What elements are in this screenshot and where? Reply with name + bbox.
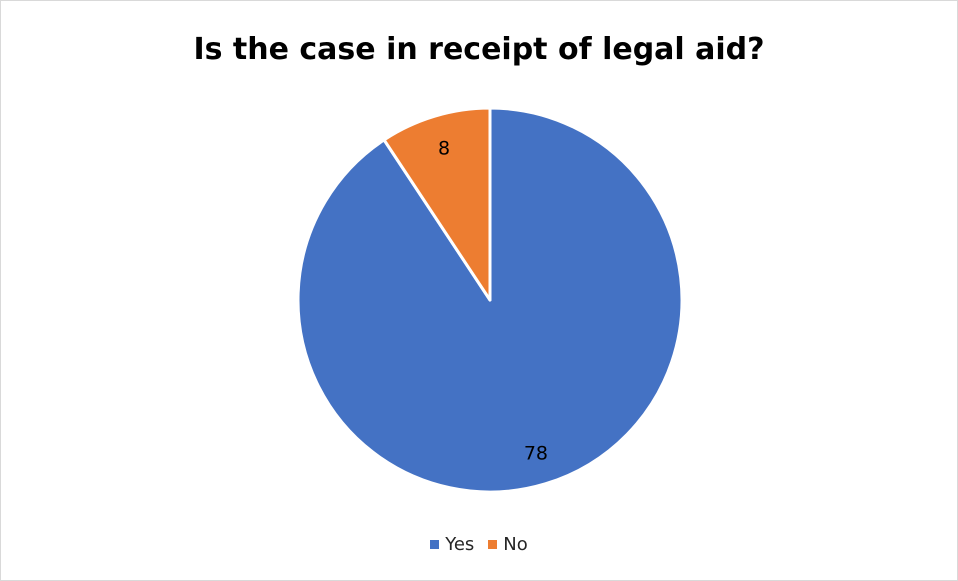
legend-label-yes: Yes — [445, 534, 475, 555]
legend-swatch-yes — [430, 540, 440, 549]
data-label-no: 8 — [438, 137, 450, 159]
legend-swatch-no — [488, 540, 498, 549]
legend: Yes No — [0, 534, 958, 555]
pie-data-labels: 78 8 — [438, 137, 548, 464]
legend-item-yes: Yes — [430, 534, 474, 555]
pie-slices — [296, 106, 684, 494]
pie-slice-no — [382, 106, 492, 302]
legend-label-no: No — [503, 534, 528, 555]
data-label-yes: 78 — [524, 443, 548, 465]
chart-title: Is the case in receipt of legal aid? — [193, 32, 765, 67]
legend-item-no: No — [488, 534, 528, 555]
